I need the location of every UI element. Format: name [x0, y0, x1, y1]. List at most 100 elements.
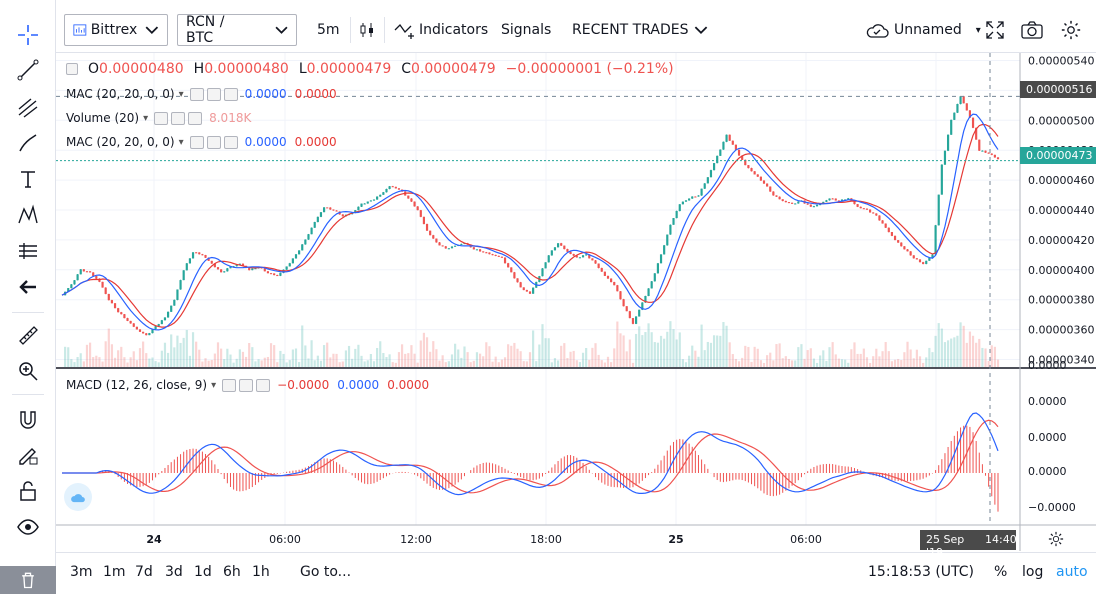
eye-icon[interactable]: [10, 512, 46, 542]
indicators-button[interactable]: Indicators: [393, 14, 488, 46]
close-small-icon[interactable]: [188, 111, 203, 125]
chart-area[interactable]: 0.000005400.000005200.000005000.00000480…: [56, 52, 1096, 559]
candle-body: [522, 287, 525, 291]
settings-small-icon[interactable]: [206, 87, 221, 101]
study-legend-mac-1[interactable]: MAC (20, 20, 0, 0) ▾ 0.0000 0.0000: [66, 87, 337, 101]
candle-body: [912, 255, 915, 259]
prediction-icon[interactable]: [10, 236, 46, 266]
close-small-icon[interactable]: [256, 378, 271, 392]
range-7d[interactable]: 7d: [135, 564, 153, 580]
candle-body: [307, 234, 310, 240]
volume-bar: [519, 351, 522, 367]
volume-bar: [653, 342, 656, 367]
exchange-selector[interactable]: Bittrex: [64, 14, 168, 46]
volume-bar: [400, 344, 404, 367]
utc-clock[interactable]: 15:18:53 (UTC): [868, 564, 975, 580]
candle-body: [809, 204, 812, 207]
screenshot-button[interactable]: [1020, 14, 1044, 46]
settings-small-icon[interactable]: [239, 378, 254, 392]
text-tool-icon[interactable]: [10, 164, 46, 194]
goto-button[interactable]: Go to...: [300, 564, 352, 580]
study-legend-macd[interactable]: MACD (12, 26, close, 9) ▾ −0.0000 0.0000 …: [66, 378, 430, 392]
collapse-icon[interactable]: [66, 63, 78, 75]
trend-line-icon[interactable]: [10, 55, 46, 85]
candle-body: [107, 293, 110, 301]
symbol-selector[interactable]: RCN / BTC: [177, 14, 297, 46]
magnet-icon[interactable]: [10, 405, 46, 435]
candle-body: [547, 255, 550, 263]
volume-bar: [594, 343, 597, 367]
eye-toggle-icon[interactable]: [189, 135, 204, 149]
range-3d[interactable]: 3d: [165, 564, 183, 580]
close-small-icon[interactable]: [223, 135, 238, 149]
study-value-2: 0.0000: [337, 378, 380, 392]
candle-body: [628, 311, 631, 319]
close-label: C: [401, 61, 412, 77]
trash-icon[interactable]: [0, 566, 56, 594]
volume-bar: [195, 341, 198, 367]
candle-body: [934, 225, 937, 255]
volume-bar: [641, 335, 644, 367]
back-arrow-icon[interactable]: [10, 272, 46, 302]
chart-type-button[interactable]: [358, 14, 376, 46]
volume-bar: [257, 359, 260, 367]
settings-small-icon[interactable]: [171, 111, 186, 125]
close-small-icon[interactable]: [223, 87, 238, 101]
auto-toggle[interactable]: auto: [1056, 564, 1088, 580]
volume-bar: [887, 351, 890, 367]
candle-body: [372, 199, 376, 201]
study-legend-volume[interactable]: Volume (20) ▾ 8.018K: [66, 111, 252, 125]
layout-button[interactable]: Unnamed ▾: [864, 14, 981, 46]
axis-settings-icon[interactable]: [1048, 531, 1064, 551]
range-1d[interactable]: 1d: [194, 564, 212, 580]
fullscreen-button[interactable]: [985, 14, 1005, 46]
candle-body: [226, 268, 229, 272]
range-1h[interactable]: 1h: [252, 564, 270, 580]
unlock-icon[interactable]: [10, 476, 46, 506]
study-value-1: 8.018K: [209, 111, 252, 125]
volume-bar: [928, 347, 931, 367]
chart-canvas[interactable]: 0.000005400.000005200.000005000.00000480…: [56, 53, 1096, 554]
cloud-sync-icon[interactable]: [64, 483, 92, 511]
percent-toggle[interactable]: %: [994, 564, 1008, 580]
volume-bar: [301, 325, 304, 367]
ruler-icon[interactable]: [10, 320, 46, 350]
brush-icon[interactable]: [10, 128, 46, 158]
volume-bar: [575, 360, 578, 367]
range-1m[interactable]: 1m: [103, 564, 126, 580]
volume-bar: [772, 360, 775, 367]
interval-label: 5m: [317, 22, 340, 38]
range-6h[interactable]: 6h: [223, 564, 241, 580]
candle-body: [790, 202, 794, 204]
volume-bar: [472, 360, 475, 367]
volume-bar: [528, 352, 532, 367]
pattern-icon[interactable]: [10, 200, 46, 230]
settings-button[interactable]: [1060, 14, 1082, 46]
volume-bar: [154, 361, 157, 367]
interval-button[interactable]: 5m: [317, 14, 340, 46]
candle-body: [669, 224, 672, 235]
volume-bar: [113, 357, 117, 367]
candle-body: [382, 192, 385, 195]
eye-toggle-icon[interactable]: [222, 378, 237, 392]
volume-bar: [70, 359, 73, 367]
eye-toggle-icon[interactable]: [189, 87, 204, 101]
zoom-icon[interactable]: [10, 356, 46, 386]
range-3m[interactable]: 3m: [70, 564, 93, 580]
study-legend-mac-2[interactable]: MAC (20, 20, 0, 0) ▾ 0.0000 0.0000: [66, 135, 337, 149]
pitchfork-icon[interactable]: [10, 92, 46, 122]
candle-body: [819, 204, 822, 206]
recent-trades-button[interactable]: RECENT TRADES: [572, 14, 708, 46]
candle-body: [220, 269, 223, 273]
crosshair-icon[interactable]: [10, 20, 46, 50]
candle-body: [507, 263, 510, 268]
candle-body: [853, 200, 856, 205]
settings-small-icon[interactable]: [206, 135, 221, 149]
log-toggle[interactable]: log: [1022, 564, 1044, 580]
signals-button[interactable]: Signals: [501, 14, 551, 46]
volume-bar: [391, 362, 394, 367]
lock-drawing-icon[interactable]: [10, 440, 46, 470]
volume-bar: [975, 342, 978, 367]
price-tick-label: 0.00000360: [1028, 324, 1094, 337]
eye-toggle-icon[interactable]: [154, 111, 169, 125]
